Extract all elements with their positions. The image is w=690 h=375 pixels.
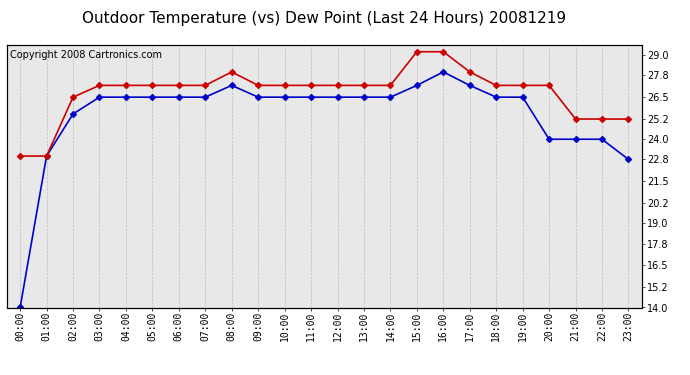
Text: Copyright 2008 Cartronics.com: Copyright 2008 Cartronics.com [10, 50, 162, 60]
Text: Outdoor Temperature (vs) Dew Point (Last 24 Hours) 20081219: Outdoor Temperature (vs) Dew Point (Last… [82, 11, 566, 26]
